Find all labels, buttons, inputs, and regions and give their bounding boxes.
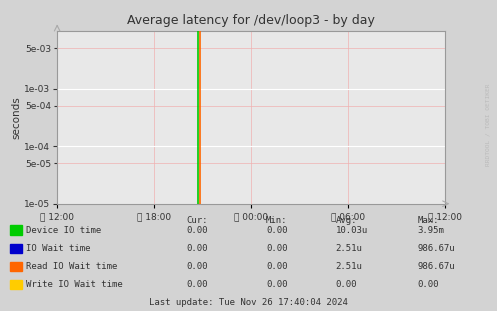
Text: 10.03u: 10.03u — [335, 226, 368, 234]
Text: 2.51u: 2.51u — [335, 262, 362, 271]
Text: 3.95m: 3.95m — [417, 226, 444, 234]
Text: Device IO time: Device IO time — [26, 226, 101, 234]
Text: 0.00: 0.00 — [186, 280, 208, 289]
Text: 0.00: 0.00 — [266, 280, 287, 289]
Text: RRDTOOL / TOBI OETIKER: RRDTOOL / TOBI OETIKER — [486, 83, 491, 166]
Text: 0.00: 0.00 — [417, 280, 439, 289]
Text: 986.67u: 986.67u — [417, 262, 455, 271]
Text: Min:: Min: — [266, 216, 287, 225]
Text: 0.00: 0.00 — [335, 280, 357, 289]
Text: Read IO Wait time: Read IO Wait time — [26, 262, 117, 271]
Y-axis label: seconds: seconds — [11, 96, 21, 139]
Text: 0.00: 0.00 — [186, 262, 208, 271]
Text: 2.51u: 2.51u — [335, 244, 362, 253]
Title: Average latency for /dev/loop3 - by day: Average latency for /dev/loop3 - by day — [127, 14, 375, 27]
Text: 0.00: 0.00 — [186, 226, 208, 234]
Text: Cur:: Cur: — [186, 216, 208, 225]
Text: 986.67u: 986.67u — [417, 244, 455, 253]
Text: Avg:: Avg: — [335, 216, 357, 225]
Text: Write IO Wait time: Write IO Wait time — [26, 280, 123, 289]
Text: Max:: Max: — [417, 216, 439, 225]
Text: 0.00: 0.00 — [266, 226, 287, 234]
Text: 0.00: 0.00 — [266, 262, 287, 271]
Text: IO Wait time: IO Wait time — [26, 244, 90, 253]
Text: Last update: Tue Nov 26 17:40:04 2024: Last update: Tue Nov 26 17:40:04 2024 — [149, 298, 348, 307]
Text: 0.00: 0.00 — [186, 244, 208, 253]
Text: 0.00: 0.00 — [266, 244, 287, 253]
